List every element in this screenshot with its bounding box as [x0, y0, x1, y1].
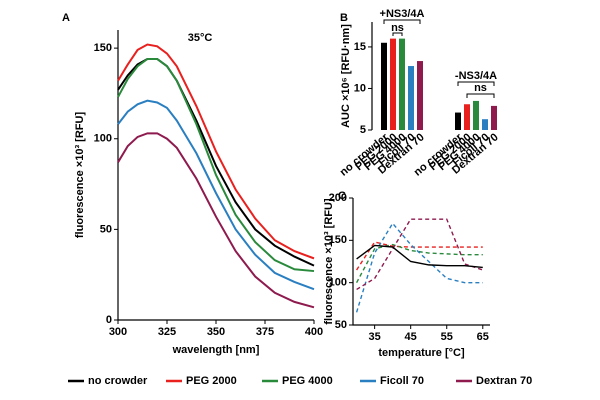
legend-label: PEG 2000	[186, 375, 237, 387]
bracket	[392, 32, 403, 36]
y-tick-label: 100	[94, 133, 112, 145]
x-tick-label: 45	[405, 331, 417, 343]
legend-label: Dextran 70	[476, 375, 532, 387]
x-tick-label: 35	[369, 331, 381, 343]
series-line	[355, 243, 483, 283]
y-tick-label: 150	[94, 42, 112, 54]
x-tick-label: 65	[477, 331, 489, 343]
y-axis-label: AUC ×10⁶ [RFU·nm]	[340, 24, 352, 128]
series-line	[117, 99, 315, 291]
x-tick-label: 55	[441, 331, 453, 343]
bracket	[457, 81, 495, 86]
y-tick-label: 150	[329, 234, 347, 246]
series-line	[117, 43, 315, 260]
legend-label: PEG 4000	[282, 375, 333, 387]
y-axis-label: fluorescence ×10³ [RFU]	[74, 112, 86, 239]
bar	[473, 100, 479, 130]
annotation: 35°C	[188, 32, 213, 44]
panel-label: C	[338, 190, 346, 202]
bar	[390, 38, 396, 130]
panel-label: A	[62, 12, 70, 24]
significance: ns	[474, 82, 487, 94]
group-label: +NS3/4A	[380, 8, 425, 20]
bar	[455, 112, 461, 130]
legend-label: no crowder	[88, 375, 148, 387]
x-tick-label: 350	[207, 326, 225, 338]
x-tick-label: 300	[109, 326, 127, 338]
significance: ns	[391, 22, 404, 34]
panel-label: B	[340, 12, 348, 24]
bar	[482, 119, 488, 130]
bar	[491, 105, 497, 130]
x-tick-label: 400	[305, 326, 323, 338]
bar	[399, 38, 405, 130]
y-tick-label: 5	[360, 124, 366, 136]
series-line	[356, 218, 484, 291]
y-tick-label: 50	[100, 223, 112, 235]
legend-label: Ficoll 70	[380, 375, 424, 387]
y-tick-label: 100	[329, 277, 347, 289]
x-axis-label: wavelength [nm]	[172, 344, 260, 356]
x-axis-label: temperature [°C]	[378, 347, 465, 359]
series-line	[117, 58, 315, 273]
bar	[408, 66, 414, 130]
y-axis-label: fluorescence ×10³ [RFU]	[323, 198, 335, 325]
series-line	[117, 132, 315, 309]
y-tick-label: 0	[106, 314, 112, 326]
series-line	[355, 222, 483, 313]
y-tick-label: 50	[335, 319, 347, 331]
x-tick-label: 375	[256, 326, 274, 338]
y-tick-label: 10	[354, 82, 366, 94]
y-tick-label: 200	[329, 192, 347, 204]
group-label: -NS3/4A	[455, 70, 497, 82]
bar	[417, 61, 423, 130]
bracket	[466, 93, 495, 98]
bracket	[383, 19, 421, 24]
bar	[381, 42, 387, 131]
series-line	[356, 241, 483, 271]
y-tick-label: 15	[354, 41, 366, 53]
bar	[464, 104, 470, 130]
series-line	[356, 244, 483, 269]
x-tick-label: 325	[158, 326, 176, 338]
